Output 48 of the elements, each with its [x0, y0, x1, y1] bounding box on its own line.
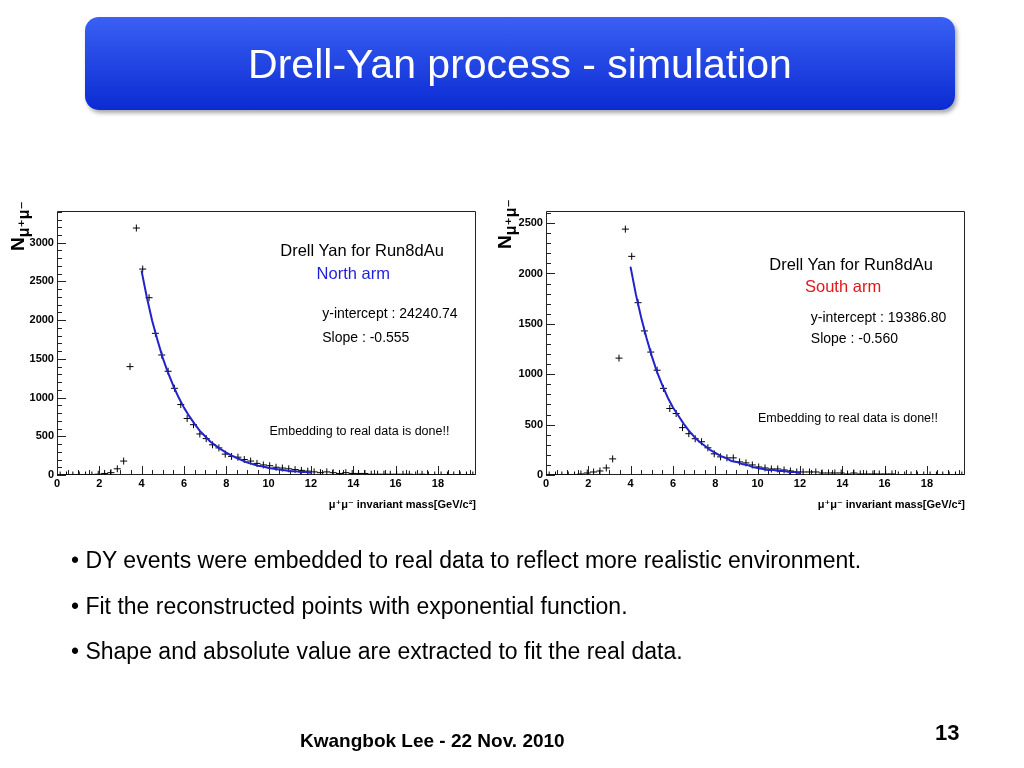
x-axis-title: μ⁺μ⁻ invariant mass[GeV/c²] [817, 498, 966, 511]
y-tick-label: 2000 [518, 266, 543, 279]
y-tick-label: 0 [47, 468, 54, 481]
y-tick-label: 500 [35, 429, 54, 442]
x-tick-label: 4 [138, 476, 146, 489]
x-tick-label: 4 [627, 476, 635, 489]
y-tick-label: 1500 [518, 316, 543, 329]
y-tick-label: 2500 [518, 216, 543, 229]
text: • DY events were embedded to real data to reflect more realistic environment. [71, 547, 862, 573]
text: South arm [805, 276, 882, 295]
annotation: Slope : -0.560 [810, 329, 899, 346]
x-tick-label: 14 [836, 476, 850, 489]
annotation: Slope : -0.555 [322, 328, 410, 345]
text: Kwangbok Lee - 22 Nov. 2010 [300, 730, 565, 752]
y-tick-label: 1000 [518, 367, 543, 380]
x-axis-title: μ⁺μ⁻ invariant mass[GeV/c²] [328, 498, 477, 511]
x-tick-label: 8 [223, 476, 230, 489]
annotation: Embedding to real data is done!! [269, 424, 450, 439]
text: Drell-Yan process - simulation [248, 40, 792, 87]
x-tick-label: 6 [180, 476, 188, 489]
y-tick-label: 2000 [29, 313, 54, 326]
y-tick-label: 500 [524, 417, 543, 430]
annotation: y-intercept : 19386.80 [810, 308, 947, 325]
x-tick-label: 10 [262, 476, 275, 489]
x-tick-label: 2 [585, 476, 592, 489]
text: 13 [935, 720, 960, 746]
y-tick-label: 2500 [29, 274, 54, 287]
y-tick-label: 1000 [29, 390, 54, 403]
text: Drell Yan for Run8dAu [769, 255, 933, 274]
x-tick-label: 12 [793, 476, 807, 489]
x-tick-label: 18 [431, 476, 445, 489]
text: • Shape and absolute value are extracted to fit the real data. [71, 638, 683, 664]
text: Drell Yan for Run8dAu [280, 240, 444, 259]
x-tick-label: 18 [920, 476, 934, 489]
y-tick-label: 0 [536, 468, 543, 481]
x-tick-label: 2 [96, 476, 103, 489]
x-tick-label: 16 [878, 476, 891, 489]
x-tick-label: 12 [304, 476, 318, 489]
text: North arm [316, 263, 390, 282]
annotation: y-intercept : 24240.74 [322, 304, 458, 321]
x-tick-label: 10 [751, 476, 764, 489]
annotation: Embedding to real data is done!! [758, 411, 938, 426]
x-tick-label: 14 [347, 476, 361, 489]
y-tick-label: 1500 [29, 351, 54, 364]
x-tick-label: 16 [389, 476, 402, 489]
x-tick-label: 8 [712, 476, 719, 489]
x-tick-label: 6 [669, 476, 677, 489]
text: • Fit the reconstructed points with exponential function. [71, 592, 628, 619]
